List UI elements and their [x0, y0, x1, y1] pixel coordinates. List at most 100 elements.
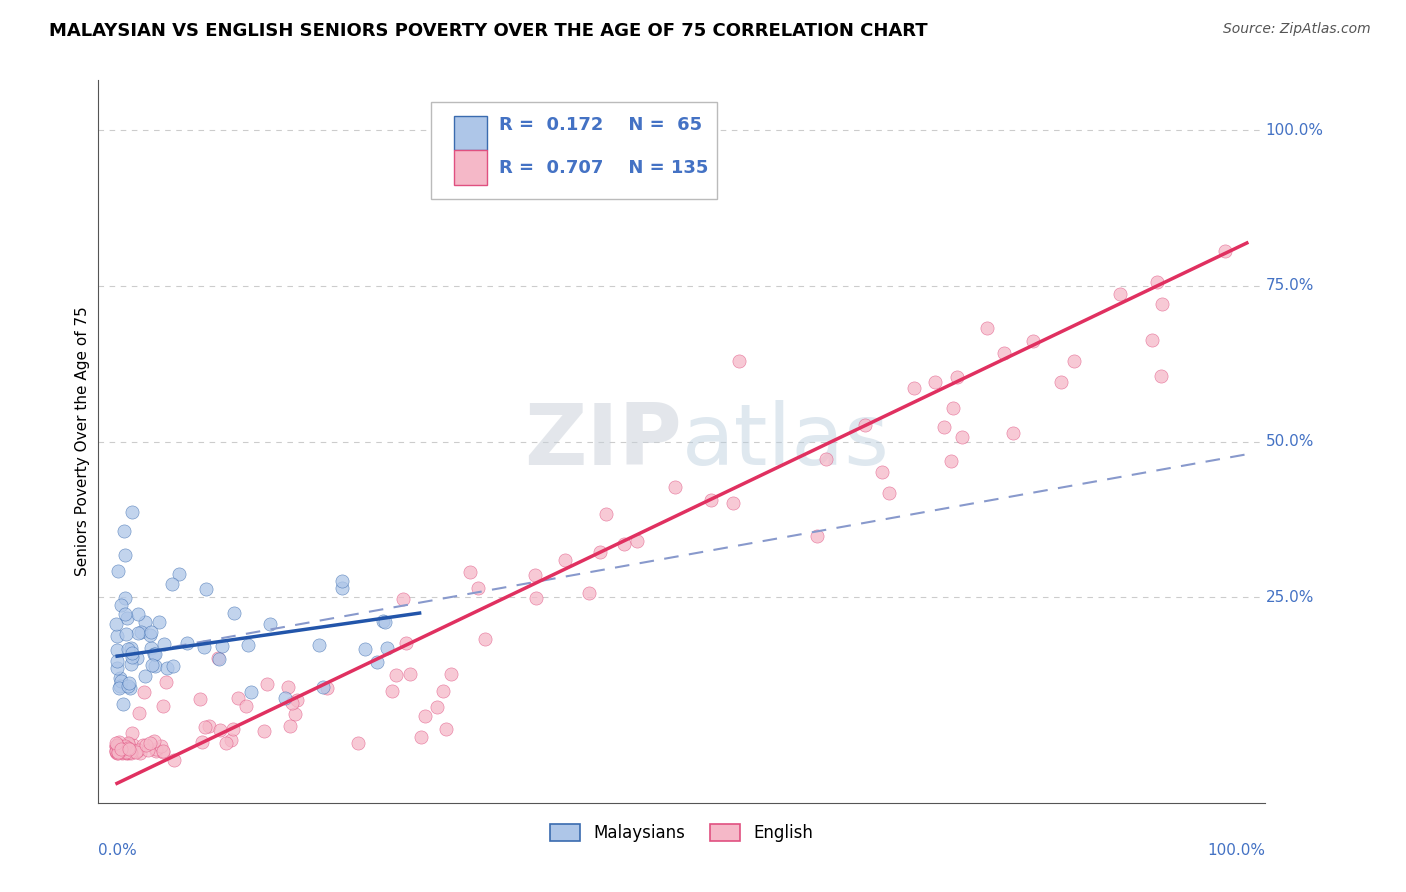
Point — [411, 730, 433, 744]
Point — [1152, 297, 1174, 311]
Point — [129, 624, 152, 639]
Point — [117, 737, 139, 751]
Point — [117, 745, 139, 759]
Point — [134, 615, 156, 629]
Point — [128, 706, 150, 720]
Point — [118, 742, 141, 756]
Point — [721, 496, 744, 510]
Point — [108, 671, 131, 685]
Point — [554, 553, 576, 567]
Point — [107, 681, 129, 695]
Point — [114, 549, 136, 563]
Point — [413, 708, 436, 723]
Point — [142, 733, 165, 747]
Point — [143, 658, 166, 673]
Point — [107, 740, 129, 755]
Point — [330, 581, 353, 595]
Point — [308, 638, 330, 652]
Point — [120, 657, 142, 671]
Point — [993, 345, 1015, 359]
Point — [211, 639, 233, 653]
Point — [105, 642, 128, 657]
Point — [155, 675, 177, 690]
Point — [121, 646, 143, 660]
Point — [105, 743, 128, 757]
Point — [156, 661, 179, 675]
Point — [1215, 244, 1237, 258]
Point — [120, 640, 142, 655]
Point — [117, 642, 139, 657]
Point — [1142, 333, 1164, 347]
Point — [121, 505, 143, 519]
Point — [274, 691, 297, 706]
Point — [152, 745, 174, 759]
Point — [148, 615, 170, 629]
Point — [903, 381, 925, 395]
Point — [117, 744, 139, 758]
Point — [946, 370, 969, 384]
Point — [115, 610, 138, 624]
Point — [128, 746, 150, 760]
Point — [190, 735, 212, 749]
Point — [139, 625, 162, 640]
Text: R =  0.172    N =  65: R = 0.172 N = 65 — [499, 116, 702, 134]
Point — [107, 746, 129, 760]
Point — [152, 744, 174, 758]
Point — [467, 581, 489, 595]
Point — [207, 651, 229, 665]
Point — [152, 698, 174, 713]
Point — [105, 629, 128, 643]
Point — [235, 699, 257, 714]
Point — [595, 507, 617, 521]
Point — [198, 719, 221, 733]
Point — [111, 744, 134, 758]
Point — [107, 744, 129, 758]
Point — [107, 565, 129, 579]
Point — [240, 685, 263, 699]
Point — [121, 650, 143, 665]
Point — [374, 615, 396, 630]
Point — [118, 681, 141, 696]
Point — [398, 667, 420, 681]
Point — [524, 568, 547, 582]
Point — [104, 739, 127, 753]
Point — [105, 745, 128, 759]
Point — [613, 537, 636, 551]
Point — [395, 636, 418, 650]
Point — [1050, 376, 1073, 390]
Point — [392, 591, 415, 606]
Point — [127, 607, 149, 621]
Point — [107, 739, 129, 754]
Point — [942, 401, 965, 416]
Text: atlas: atlas — [682, 400, 890, 483]
Point — [122, 738, 145, 752]
Point — [114, 607, 136, 621]
Point — [371, 614, 394, 628]
Point — [141, 658, 163, 673]
Point — [256, 676, 278, 690]
Point — [107, 740, 129, 755]
Point — [664, 480, 686, 494]
Point — [132, 685, 155, 699]
Point — [163, 753, 186, 767]
Point — [118, 676, 141, 690]
Point — [105, 739, 128, 753]
Point — [952, 430, 974, 444]
Point — [814, 452, 837, 467]
Point — [127, 743, 149, 757]
Point — [524, 591, 547, 606]
Point — [134, 669, 156, 683]
Point — [105, 661, 128, 675]
Point — [143, 648, 166, 662]
Point — [1109, 286, 1132, 301]
Point — [316, 681, 339, 695]
Point — [108, 680, 131, 694]
Point — [284, 707, 307, 722]
Point — [143, 647, 166, 661]
Point — [226, 691, 249, 706]
Point — [110, 742, 132, 756]
Point — [132, 739, 155, 753]
Point — [115, 745, 138, 759]
Point — [153, 637, 176, 651]
Point — [458, 565, 481, 579]
